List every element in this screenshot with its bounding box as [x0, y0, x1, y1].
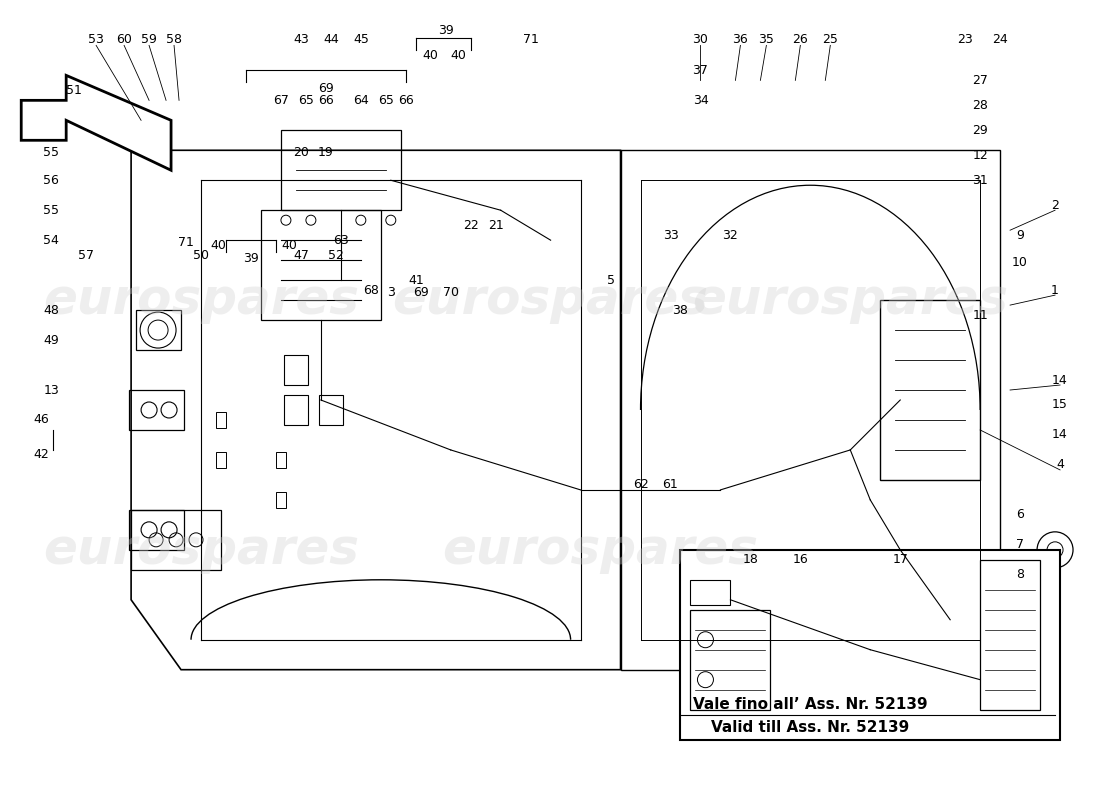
Text: 62: 62: [632, 478, 648, 491]
Text: 56: 56: [43, 174, 59, 186]
Text: 28: 28: [972, 99, 988, 112]
Text: 25: 25: [823, 33, 838, 46]
Bar: [129, 390, 184, 430]
Text: 54: 54: [43, 234, 59, 246]
Text: 21: 21: [487, 218, 504, 232]
Text: 44: 44: [323, 33, 339, 46]
Text: 9: 9: [1016, 229, 1024, 242]
Text: 51: 51: [66, 84, 82, 97]
Text: 31: 31: [972, 174, 988, 186]
Bar: [216, 412, 225, 428]
Text: 14: 14: [1053, 429, 1068, 442]
Text: eurospares: eurospares: [393, 276, 708, 324]
Text: 36: 36: [733, 33, 748, 46]
Text: 29: 29: [972, 124, 988, 137]
Text: 2: 2: [1052, 198, 1059, 212]
Text: 50: 50: [192, 249, 209, 262]
Text: 39: 39: [438, 24, 453, 37]
Text: 42: 42: [33, 449, 50, 462]
Bar: [319, 395, 343, 425]
Text: 48: 48: [43, 304, 59, 317]
Text: 69: 69: [412, 286, 429, 298]
Text: 3: 3: [387, 286, 395, 298]
Text: 18: 18: [742, 554, 758, 566]
Text: 20: 20: [293, 146, 309, 158]
Text: 70: 70: [442, 286, 459, 298]
Text: 46: 46: [33, 414, 50, 426]
Text: 53: 53: [88, 33, 104, 46]
Text: 13: 13: [43, 383, 59, 397]
Text: Valid till Ass. Nr. 52139: Valid till Ass. Nr. 52139: [712, 720, 910, 735]
Text: 24: 24: [992, 33, 1008, 46]
Text: 5: 5: [606, 274, 615, 286]
Text: 55: 55: [43, 146, 59, 158]
Text: 34: 34: [693, 94, 708, 107]
Text: 32: 32: [723, 229, 738, 242]
Bar: [216, 452, 225, 468]
Text: 27: 27: [972, 74, 988, 87]
Text: 40: 40: [422, 49, 439, 62]
Text: 69: 69: [318, 82, 333, 95]
Text: 10: 10: [1012, 256, 1028, 269]
Text: 6: 6: [1016, 508, 1024, 522]
Text: 26: 26: [792, 33, 808, 46]
Text: 16: 16: [792, 554, 808, 566]
Text: 30: 30: [693, 33, 708, 46]
Text: 63: 63: [333, 234, 349, 246]
Text: 17: 17: [892, 554, 909, 566]
Text: eurospares: eurospares: [43, 276, 359, 324]
Text: 40: 40: [210, 238, 225, 252]
Text: 71: 71: [522, 33, 539, 46]
Text: 57: 57: [78, 249, 95, 262]
Text: 52: 52: [328, 249, 344, 262]
Text: 39: 39: [243, 252, 258, 265]
Text: Vale fino all’ Ass. Nr. 52139: Vale fino all’ Ass. Nr. 52139: [693, 697, 927, 712]
Text: 11: 11: [972, 309, 988, 322]
Text: 64: 64: [353, 94, 369, 107]
Bar: [276, 492, 286, 508]
Polygon shape: [21, 75, 172, 170]
Text: 68: 68: [363, 284, 378, 297]
Text: 43: 43: [293, 33, 309, 46]
Text: 22: 22: [463, 218, 478, 232]
Text: 65: 65: [378, 94, 394, 107]
Text: 37: 37: [693, 64, 708, 77]
Text: eurospares: eurospares: [692, 276, 1009, 324]
Text: 67: 67: [273, 94, 289, 107]
Text: 40: 40: [280, 238, 297, 252]
Text: 47: 47: [293, 249, 309, 262]
Bar: [681, 550, 1060, 740]
Text: 55: 55: [43, 204, 59, 217]
Text: 19: 19: [318, 146, 333, 158]
Text: eurospares: eurospares: [43, 526, 359, 574]
Text: 58: 58: [166, 33, 183, 46]
Text: 59: 59: [141, 33, 157, 46]
Bar: [284, 355, 308, 385]
Text: eurospares: eurospares: [442, 526, 759, 574]
Text: 23: 23: [957, 33, 974, 46]
Text: 38: 38: [672, 304, 689, 317]
Bar: [276, 452, 286, 468]
Bar: [284, 395, 308, 425]
Text: 4: 4: [1056, 458, 1064, 471]
Bar: [129, 510, 184, 550]
Text: 15: 15: [1052, 398, 1068, 411]
Text: 1: 1: [1052, 284, 1059, 297]
Text: 7: 7: [1016, 538, 1024, 551]
Text: 71: 71: [178, 236, 194, 249]
Text: 12: 12: [972, 149, 988, 162]
Text: 60: 60: [117, 33, 132, 46]
Text: 40: 40: [451, 49, 466, 62]
Text: 14: 14: [1053, 374, 1068, 386]
Text: 41: 41: [408, 274, 424, 286]
Text: 65: 65: [298, 94, 314, 107]
Text: 8: 8: [1016, 568, 1024, 582]
Text: 66: 66: [318, 94, 333, 107]
Text: 61: 61: [662, 478, 679, 491]
Text: 33: 33: [662, 229, 679, 242]
Text: 49: 49: [43, 334, 59, 346]
Text: 45: 45: [353, 33, 369, 46]
Text: 35: 35: [758, 33, 774, 46]
Text: 66: 66: [398, 94, 414, 107]
